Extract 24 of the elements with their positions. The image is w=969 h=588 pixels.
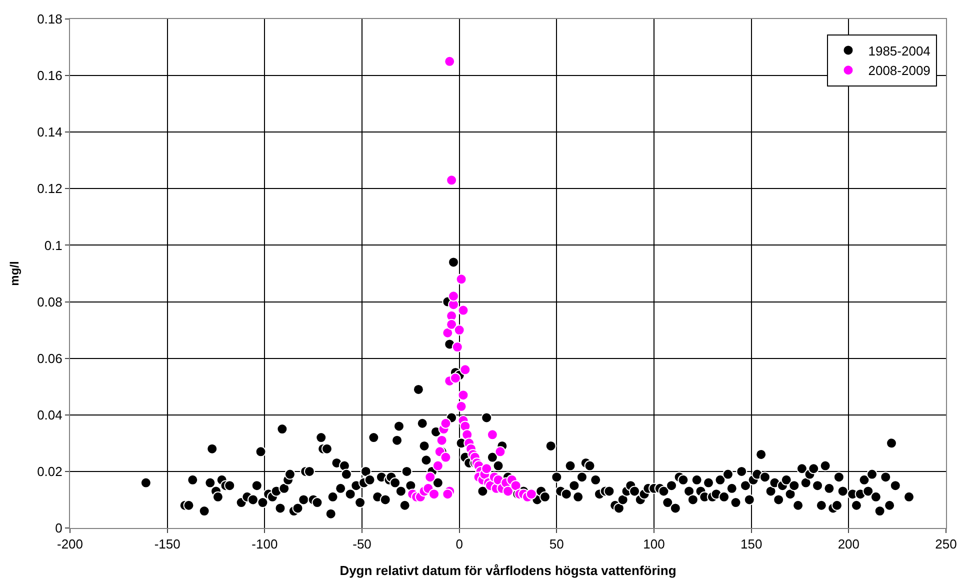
y-tick-label: 0.1 [44, 238, 62, 253]
x-tick-label: 50 [549, 536, 564, 552]
y-tick-label: 0.18 [37, 12, 62, 27]
y-tick-label: 0 [55, 520, 62, 536]
x-tick-label: 250 [935, 536, 957, 552]
y-tick-label: 0.16 [37, 68, 62, 84]
y-axis-title: mg/l [7, 261, 22, 286]
y-tick-label: 0.02 [37, 464, 62, 479]
y-tick-label: 0.04 [37, 407, 62, 422]
legend-label: 1985-2004 [868, 43, 930, 58]
x-tick-label: 0 [456, 536, 463, 552]
x-axis-title: Dygn relativt datum för vårflodens högsta vattenföring [340, 563, 676, 578]
x-tick-label: -50 [352, 536, 372, 552]
x-tick-label: 150 [740, 536, 762, 552]
y-tick-label: 0.12 [37, 181, 62, 196]
legend-label: 2008-2009 [868, 63, 930, 78]
y-tick-label: 0.14 [37, 124, 62, 140]
y-tick-label: 0.08 [37, 294, 62, 310]
x-tick-label: -150 [154, 536, 180, 552]
x-tick-label: -200 [56, 536, 84, 552]
x-tick-label: 100 [643, 536, 665, 552]
y-tick-label: 0.06 [37, 350, 62, 366]
x-tick-label: 200 [838, 536, 860, 552]
x-tick-label: -100 [252, 536, 278, 552]
